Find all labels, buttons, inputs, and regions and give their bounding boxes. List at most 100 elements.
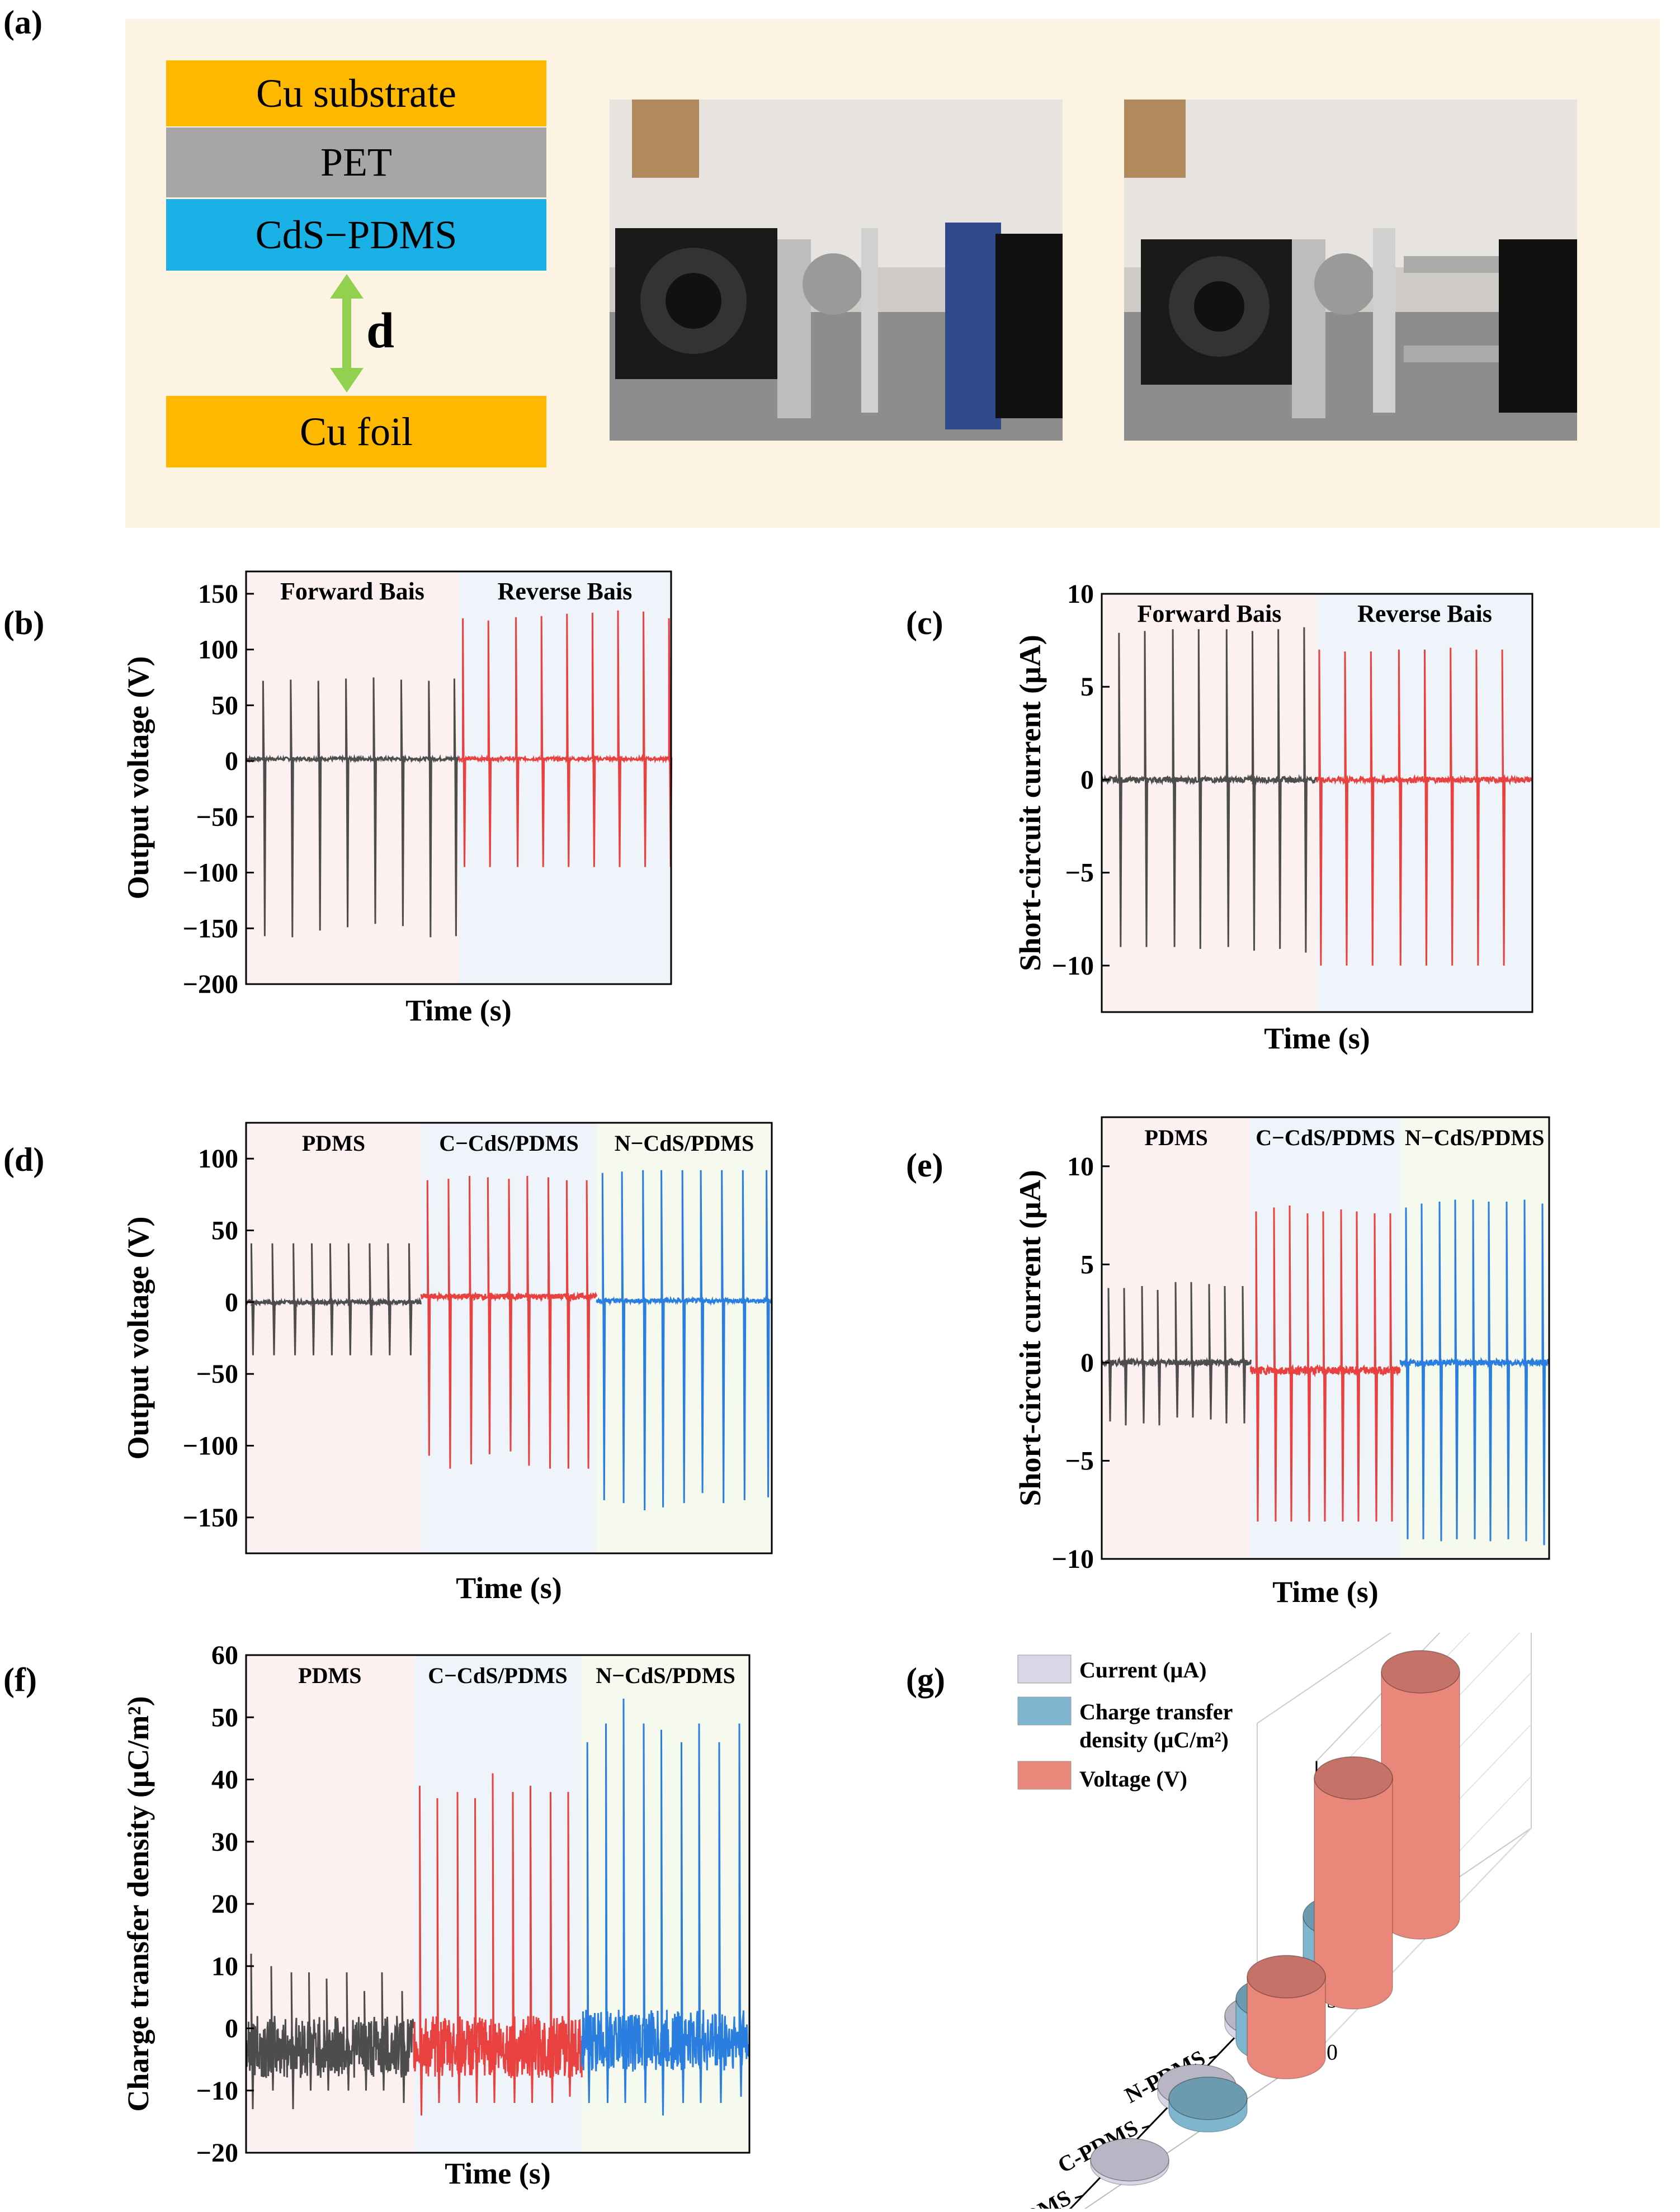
ytick-label-e-2: 0 [1080,1348,1094,1378]
xlabel-f: Time (s) [445,2157,550,2190]
series-line-c-0 [1101,627,1318,953]
ylabel-f: Charge transfer density (μC/m²) [121,1696,155,2111]
region-label-f-1: C−CdS/PDMS [428,1663,568,1688]
panel-label-c: (c) [906,604,943,641]
ytick-label-e-3: −5 [1065,1446,1094,1476]
ytick-label-c-3: −5 [1065,858,1094,888]
ytick-label-f-3: 30 [211,1827,238,1857]
panel-label-b: (b) [3,604,45,641]
legend-label-2: Voltage (V) [1079,1766,1187,1792]
ylabel-d: Output voltage (V) [121,1217,155,1460]
panel-label-a: (a) [3,4,43,41]
bar-top-1-2 [1168,2076,1248,2120]
ytick-label-f-7: −10 [196,2076,238,2106]
bar-body-2-2 [1247,1976,1326,2079]
cat-tick-1 [1141,2125,1150,2129]
region-label-c-0: Forward Bais [1138,600,1282,627]
chart-charge-density-materials: PDMS C−CdS/PDMS N−CdS/PDMS 60 50 40 30 20 10 0 −10… [121,1641,751,2190]
cu-foil-layer: Cu foil [166,396,546,467]
bar-0-2 [1090,2138,1169,2186]
plot-frame-e [1101,1116,1550,1560]
region-b-0 [246,571,459,984]
region-label-b-0: Forward Bais [280,578,424,605]
ylabel-c: Short-circuit current (μA) [1018,635,1047,971]
legend-swatch-0 [1017,1655,1072,1684]
category-label-2: PDMS [1007,2185,1075,2209]
series-line-f-2 [581,1698,751,2116]
region-label-c-1: Reverse Bais [1357,600,1492,627]
bar-1-2 [1168,2076,1248,2133]
series-line-d-1 [420,1175,598,1469]
chart-output-voltage-bias: Forward Bais Reverse Bais 150 100 50 0 −50 −100… [121,570,673,1027]
region-label-e-1: C−CdS/PDMS [1256,1125,1395,1150]
ytick-label-e-1: 5 [1080,1250,1094,1279]
ytick-label-f-1: 50 [211,1703,238,1732]
gap-arrow [330,274,364,393]
ytick-label-e-4: −10 [1052,1544,1094,1574]
ytick-label-f-8: −20 [196,2138,238,2168]
region-label-d-2: N−CdS/PDMS [615,1131,754,1156]
region-c-0 [1102,594,1317,1012]
ytick-label-e-0: 10 [1067,1152,1094,1181]
ytick-label-b-3: 0 [225,746,238,776]
ylabel-b: Output voltage (V) [121,656,155,900]
ytick-label-b-2: 50 [211,691,238,720]
zgrid-0 [1316,1827,1532,2053]
ytick-label-c-2: 0 [1080,765,1094,795]
cat-tick-2 [1074,2195,1083,2199]
series-line-d-2 [596,1170,773,1511]
region-label-b-1: Reverse Bais [498,578,633,605]
bar-2-1 [1314,1756,1393,2010]
ztick-label-0: 0 [1327,2040,1338,2065]
legend-label-1-line2: density (μC/m²) [1079,1727,1229,1752]
gap-label: d [366,303,395,358]
series-line-e-1 [1249,1205,1401,1522]
ytick-label-c-1: 5 [1080,672,1094,702]
ytick-label-f-6: 0 [225,2014,238,2044]
bar-body-2-1 [1314,1778,1393,2010]
chart-output-voltage-materials: PDMS C−CdS/PDMS N−CdS/PDMS 100 50 0 −50 −100 −15… [121,1122,773,1605]
ytick-label-d-4: −100 [183,1431,238,1461]
chart-current-bias: Forward Bais Reverse Bais 10 5 0 −5 −10 Time (s… [1018,582,1533,1055]
panel-label-d: (d) [3,1141,45,1178]
cds-pdms-layer: CdS−PDMS [166,199,546,271]
xlabel-b: Time (s) [405,994,511,1027]
xlabel-d: Time (s) [456,1571,561,1605]
series-line-e-0 [1101,1282,1252,1426]
legend-swatch-2 [1017,1761,1072,1790]
device-photo-separated [610,100,1063,441]
plot-frame-b [245,570,672,985]
device-photo-contact [1124,100,1577,441]
legend-label-0: Current (μA) [1079,1657,1206,1682]
region-label-d-1: C−CdS/PDMS [439,1131,579,1156]
bar-2-0 [1381,1650,1460,1940]
plot-frame-c [1101,593,1533,1013]
region-b-1 [459,571,671,984]
ytick-label-d-5: −150 [183,1503,238,1533]
ytick-label-b-6: −150 [183,914,238,943]
ytick-label-d-1: 50 [211,1216,238,1246]
series-line-e-2 [1399,1199,1550,1545]
region-label-f-2: N−CdS/PDMS [596,1663,735,1688]
ytick-label-f-5: 10 [211,1951,238,1981]
ytick-label-f-2: 40 [211,1765,238,1795]
ytick-label-b-5: −100 [183,858,238,888]
bar-body-2-0 [1381,1671,1460,1940]
ytick-label-b-7: −200 [183,970,238,999]
xlabel-e: Time (s) [1272,1575,1378,1609]
ytick-label-d-2: 0 [225,1288,238,1317]
bar-top-2-0 [1381,1650,1460,1694]
region-d-0 [246,1123,422,1553]
ytick-label-b-0: 150 [198,579,238,609]
bar-2-2 [1247,1955,1326,2079]
ytick-label-b-1: 100 [198,635,238,665]
ytick-label-b-4: −50 [196,802,238,832]
legend-label-1: Charge transfer density (μC/m²) [1079,1699,1233,1752]
cu-substrate-layer: Cu substrate [166,60,546,126]
pet-layer: PET [166,127,546,197]
series-line-f-0 [245,1953,415,2110]
panel-label-g: (g) [906,1661,945,1698]
region-label-e-2: N−CdS/PDMS [1405,1125,1545,1150]
series-line-b-1 [457,610,673,867]
cat-tick-0 [1209,2055,1217,2059]
